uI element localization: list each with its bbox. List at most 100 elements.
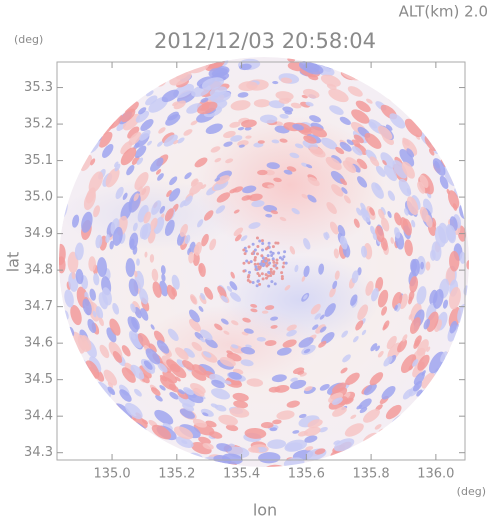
radar-echo [144, 251, 148, 258]
radar-echo [440, 351, 448, 363]
radar-echo [211, 388, 231, 400]
radar-echo [166, 190, 172, 198]
radar-echo [169, 176, 178, 186]
radar-echo [238, 81, 258, 92]
radar-echo [269, 270, 273, 274]
radar-echo [267, 270, 271, 274]
radar-echo [151, 424, 172, 440]
radar-echo [416, 286, 427, 305]
radar-echo [305, 446, 314, 451]
y-tick-label: 34.9 [24, 226, 53, 241]
radar-echo [178, 389, 185, 395]
radar-echo [290, 102, 302, 109]
radar-echo [237, 140, 249, 147]
radar-echo [183, 347, 195, 358]
radar-echo [139, 288, 149, 305]
y-axis-label: lat [4, 252, 23, 273]
radar-echo [286, 324, 297, 332]
radar-echo [381, 385, 396, 400]
radar-echo [242, 269, 246, 273]
radar-echo [181, 439, 188, 445]
radar-echo [121, 345, 131, 357]
radar-echo [280, 275, 284, 279]
radar-echo [138, 107, 147, 115]
radar-echo [303, 348, 311, 354]
radar-echo [257, 140, 265, 144]
radar-echo [132, 222, 138, 232]
radar-echo [314, 313, 321, 320]
radar-echo [230, 135, 243, 142]
radar-echo [177, 137, 185, 144]
radar-echo [184, 234, 191, 245]
radar-echo [223, 130, 236, 139]
radar-echo [151, 387, 161, 396]
radar-echo [309, 126, 328, 138]
radar-echo [171, 274, 180, 290]
radar-echo [318, 340, 327, 348]
radar-echo [224, 380, 232, 385]
radar-echo [281, 265, 285, 269]
radar-echo [383, 356, 393, 367]
radar-echo [271, 257, 275, 261]
radar-echo [385, 404, 402, 420]
radar-echo [401, 161, 415, 179]
radar-echo [340, 367, 348, 374]
radar-echo [240, 235, 248, 242]
radar-echo [121, 367, 136, 383]
radar-echo [130, 364, 145, 380]
radar-echo [264, 340, 277, 347]
radar-echo [274, 384, 290, 393]
radar-echo [214, 404, 227, 412]
radar-echo [114, 161, 119, 168]
radar-echo [328, 88, 349, 103]
radar-echo [105, 234, 110, 244]
radar-echo [274, 241, 278, 245]
radar-echo [290, 377, 298, 382]
radar-echo [136, 258, 140, 266]
radar-echo [371, 182, 384, 199]
radar-echo [266, 162, 280, 170]
radar-echo [149, 217, 158, 231]
radar-echo [188, 318, 202, 332]
radar-echo [202, 442, 214, 450]
radar-echo [179, 223, 188, 237]
radar-echo [125, 258, 136, 278]
radar-echo [107, 381, 114, 388]
radar-echo [234, 234, 242, 242]
radar-echo [136, 157, 144, 165]
radar-echo [88, 256, 96, 272]
radar-echo [129, 232, 139, 250]
radar-echo [390, 237, 394, 244]
radar-echo [112, 351, 123, 363]
radar-echo [162, 370, 178, 384]
radar-echo [233, 400, 249, 409]
radar-echo [448, 286, 461, 310]
radar-echo [339, 178, 348, 186]
radar-echo [154, 409, 174, 425]
radar-echo [225, 424, 239, 432]
radar-echo [432, 289, 444, 309]
radar-echo [216, 192, 231, 203]
radar-echo [280, 271, 284, 275]
radar-echo [95, 234, 103, 249]
radar-echo [191, 341, 203, 352]
radar-echo [228, 372, 242, 380]
radar-echo [256, 272, 260, 276]
radar-echo [356, 404, 363, 410]
radar-echo [130, 332, 136, 340]
radar-echo [383, 320, 390, 330]
radar-echo [133, 142, 140, 150]
radar-echo [439, 175, 449, 190]
radar-echo [248, 193, 263, 201]
radar-echo [97, 257, 107, 278]
radar-echo [276, 410, 295, 420]
radar-echo [264, 259, 268, 263]
radar-echo [275, 266, 279, 270]
radar-echo [363, 409, 380, 423]
radar-echo [258, 452, 281, 464]
radar-echo [145, 95, 158, 106]
radar-echo [282, 255, 286, 259]
radar-echo [289, 379, 307, 390]
radar-echo [229, 281, 238, 291]
y-tick-label: 34.7 [24, 299, 53, 314]
